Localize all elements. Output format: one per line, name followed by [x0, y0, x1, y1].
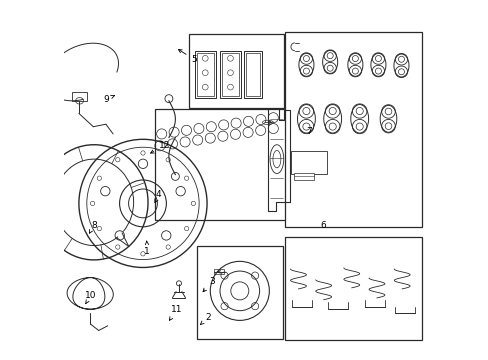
Text: 7: 7	[306, 127, 311, 136]
Text: 3: 3	[203, 277, 215, 292]
Bar	[246, 53, 260, 96]
Bar	[155, 109, 294, 220]
Bar	[213, 269, 224, 274]
Bar	[294, 173, 313, 180]
Text: 10: 10	[84, 292, 96, 303]
Text: 4: 4	[155, 190, 162, 203]
Text: 5: 5	[178, 50, 197, 64]
Bar	[291, 151, 326, 174]
Bar	[220, 51, 241, 98]
Text: 2: 2	[200, 313, 211, 324]
Bar	[284, 237, 421, 340]
Text: 6: 6	[320, 220, 326, 230]
Text: 11: 11	[169, 305, 182, 320]
Bar	[197, 246, 282, 339]
Bar	[222, 53, 238, 96]
Bar	[284, 32, 421, 227]
Bar	[72, 92, 87, 101]
Bar	[188, 34, 284, 108]
Bar	[244, 51, 261, 98]
Text: 1: 1	[144, 241, 150, 256]
Bar	[197, 53, 213, 96]
Text: 12: 12	[150, 141, 170, 153]
Text: 8: 8	[89, 220, 97, 233]
Text: 9: 9	[103, 94, 114, 104]
Bar	[194, 51, 215, 98]
